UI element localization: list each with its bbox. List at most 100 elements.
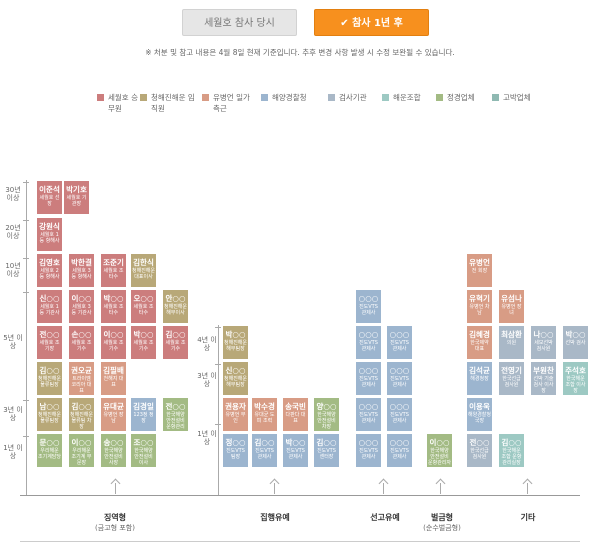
person-card[interactable]: 전영기 한국선급 검사원 xyxy=(498,361,525,396)
person-card[interactable]: 김한식 청해진해운 대표이사 xyxy=(130,253,157,288)
person-card[interactable]: 전○○ 세월호 조기장 xyxy=(36,325,63,360)
person-name: 김한식 xyxy=(133,258,154,267)
person-name: 전영기 xyxy=(501,366,522,375)
tab-one-year-after[interactable]: ✔ 참사 1년 후 xyxy=(314,9,429,36)
person-name: ○○○ xyxy=(358,366,379,375)
person-card[interactable]: 나○○ 세모선박 검사원 xyxy=(530,325,557,360)
person-card[interactable]: 김혜경 한국제약 대표 xyxy=(466,325,493,360)
person-name: 유혁기 xyxy=(469,294,490,303)
person-card[interactable]: 이○○ 세월호 조기수 xyxy=(100,325,127,360)
person-role: 세월호 2등 항해사 xyxy=(39,268,60,280)
person-card[interactable]: 박○○ 청해진해운 해무팀장 xyxy=(222,325,249,360)
person-card[interactable]: ○○○ 진도VTS 관제사 xyxy=(355,397,382,432)
person-card[interactable]: 박○○ 세월호 조타수 xyxy=(100,289,127,324)
person-role: 청해진해운 물류팀장 xyxy=(38,412,62,424)
person-card[interactable]: 신○○ 세월호 1등 기관사 xyxy=(36,289,63,324)
person-name: 박○○ xyxy=(285,438,306,447)
person-card[interactable]: 김필배 천해지 대표 xyxy=(100,361,127,396)
person-name: ○○○ xyxy=(389,438,410,447)
person-card[interactable]: 박수경 유대균 도피 조력 xyxy=(251,397,278,432)
y-tick xyxy=(215,327,221,328)
person-card[interactable]: 김영호 세월호 2등 항해사 xyxy=(36,253,63,288)
person-card[interactable]: 박기호 세월호 기관장 xyxy=(63,180,90,215)
legend-label: 해운조합 xyxy=(393,93,421,102)
person-card[interactable]: 유섬나 유병언 장녀 xyxy=(498,289,525,324)
person-card[interactable]: 이○○ 세월호 3등 기관사 xyxy=(68,289,95,324)
person-card[interactable]: ○○○ 진도VTS 관제사 xyxy=(386,325,413,360)
person-name: 박기호 xyxy=(66,185,87,194)
person-name: 이○○ xyxy=(71,438,92,447)
person-role: 유병언 부인 xyxy=(225,412,246,424)
person-card[interactable]: ○○○ 진도VTS 관제사 xyxy=(355,289,382,324)
person-card[interactable]: 주석호 한국해운 조합 이사장 xyxy=(562,361,589,396)
person-card[interactable]: ○○○ 진도VTS 관제사 xyxy=(386,361,413,396)
person-card[interactable]: ○○○ 진도VTS 관제사 xyxy=(386,397,413,432)
person-card[interactable]: 전○○ 한국선급 검사원 xyxy=(466,433,493,468)
person-role: 세월호 조타수 xyxy=(133,304,154,316)
person-card[interactable]: 신○○ 청해진해운 해무팀장 xyxy=(222,361,249,396)
person-card[interactable]: ○○○ 진도VTS 관제사 xyxy=(386,433,413,468)
person-card[interactable]: 강원식 세월호 1등 항해사 xyxy=(36,217,63,252)
person-card[interactable]: 오○○ 세월호 조타수 xyxy=(130,289,157,324)
legend-swatch xyxy=(140,94,147,101)
person-card[interactable]: 김○○ 진도VTS 관제사 xyxy=(251,433,278,468)
person-card[interactable]: 양○○ 한국해양 안전설비 차장 xyxy=(313,397,340,432)
person-card[interactable]: 박○○ 선박 검사 xyxy=(562,325,589,360)
person-name: ○○○ xyxy=(358,330,379,339)
person-role: 세월호 1등 기관사 xyxy=(39,304,60,316)
person-name: 조준기 xyxy=(103,258,124,267)
person-card[interactable]: 송국빈 다판다 대표 xyxy=(282,397,309,432)
person-card[interactable]: 김○○ 청해진해운 물류팀장 xyxy=(36,361,63,396)
person-card[interactable]: ○○○ 진도VTS 관제사 xyxy=(355,325,382,360)
person-name: 안○○ xyxy=(165,294,186,303)
person-card[interactable]: 권오균 트라이엠 코리아 대표 xyxy=(68,361,95,396)
person-card[interactable]: 전○○ 한국해양 안전설비 운항관리 xyxy=(162,397,189,432)
person-card[interactable]: 손○○ 세월호 조기수 xyxy=(68,325,95,360)
person-card[interactable]: 김석균 해경청장 xyxy=(466,361,493,396)
y-label-mid-1: 1년 이상 xyxy=(197,430,217,446)
person-role: 우리해운 조기계담당 xyxy=(38,448,62,460)
person-name: 유섬나 xyxy=(501,294,522,303)
person-card[interactable]: 이용욱 해양경찰청 국장 xyxy=(466,397,493,432)
person-name: 박○○ xyxy=(565,330,586,339)
person-card[interactable]: 최삼환 의원 xyxy=(498,325,525,360)
person-card[interactable]: 조준기 세월호 조타수 xyxy=(100,253,127,288)
y-label-10: 10년 이상 xyxy=(5,262,21,278)
person-card[interactable]: ○○○ 진도VTS 관제사 xyxy=(355,433,382,468)
person-card[interactable]: 김○○ 진도VTS 센터장 xyxy=(313,433,340,468)
person-card[interactable]: 송○○ 한국해양 안전설비 사장 xyxy=(100,433,127,468)
person-card[interactable]: 이준석 세월호 선장 xyxy=(36,180,63,215)
legend-label: 정경업체 xyxy=(447,93,475,102)
person-role: 유병언 장녀 xyxy=(501,304,522,316)
person-card[interactable]: 조○○ 한국해양 안전설비 이사 xyxy=(130,433,157,468)
person-card[interactable]: ○○○ 진도VTS 관제사 xyxy=(355,361,382,396)
legend-label: 해양경찰청 xyxy=(272,93,307,102)
person-card[interactable]: 이○○ 우리해운 조기계 부문장 xyxy=(68,433,95,468)
tab-at-disaster[interactable]: 세월호 참사 당시 xyxy=(182,9,297,36)
person-name: 김경일 xyxy=(133,402,154,411)
person-card[interactable]: 박○○ 진도VTS 관제사 xyxy=(282,433,309,468)
person-card[interactable]: 문○○ 우리해운 조기계담당 xyxy=(36,433,63,468)
person-card[interactable]: 유병언 전 회장 xyxy=(466,253,493,288)
person-card[interactable]: 김○○ 한국해운 조합 운항관리실장 xyxy=(498,433,525,468)
person-card[interactable]: 부원찬 선박 기술검사 이사장 xyxy=(530,361,557,396)
person-card[interactable]: 김경일 123정 정장 xyxy=(130,397,157,432)
person-card[interactable]: 이○○ 한국해양 안전설비 운항관리자 xyxy=(426,433,453,468)
person-name: ○○○ xyxy=(389,402,410,411)
person-card[interactable]: 유대균 유병언 장남 xyxy=(100,397,127,432)
person-card[interactable]: 정○○ 진도VTS 팀장 xyxy=(222,433,249,468)
person-card[interactable]: 김○○ 청해진해운 물류팀 차장 xyxy=(68,397,95,432)
person-role: 한국선급 검사원 xyxy=(502,376,521,388)
person-role: 세모선박 검사원 xyxy=(534,340,553,352)
person-card[interactable]: 안○○ 청해진해운 해무이사 xyxy=(162,289,189,324)
person-card[interactable]: 유혁기 유병언 차남 xyxy=(466,289,493,324)
person-card[interactable]: 박○○ 세월호 조기수 xyxy=(130,325,157,360)
person-card[interactable]: 권용자 유병언 부인 xyxy=(222,397,249,432)
person-role: 세월호 조기수 xyxy=(165,340,186,352)
person-role: 다판다 대표 xyxy=(285,412,306,424)
person-card[interactable]: 김○○ 세월호 조기수 xyxy=(162,325,189,360)
person-name: 김○○ xyxy=(316,438,337,447)
person-name: 권오균 xyxy=(71,366,92,375)
person-card[interactable]: 박한결 세월호 3등 항해사 xyxy=(68,253,95,288)
person-card[interactable]: 남○○ 청해진해운 물류팀장 xyxy=(36,397,63,432)
